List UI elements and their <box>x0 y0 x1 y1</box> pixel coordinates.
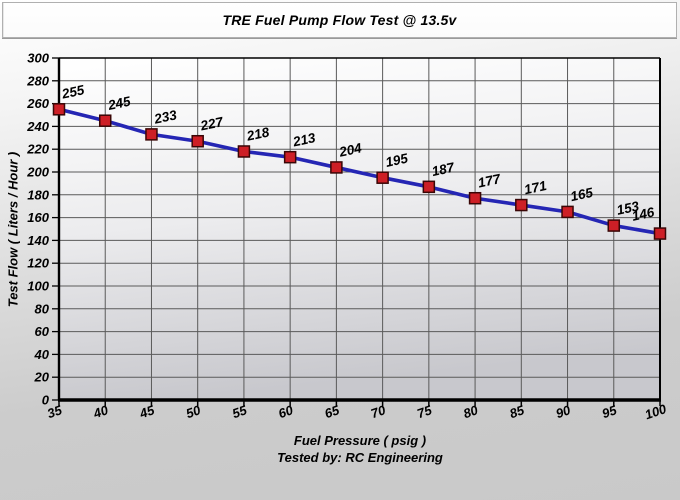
x-tick-label: 40 <box>91 402 111 421</box>
data-point-marker <box>561 205 574 219</box>
data-point-label: 245 <box>106 94 133 114</box>
y-tick-label: 280 <box>26 73 49 88</box>
chart-footer: Tested by: RC Engineering <box>277 450 443 465</box>
data-point-label: 187 <box>430 159 457 179</box>
y-tick-label: 300 <box>27 51 49 66</box>
data-point-marker <box>98 114 112 127</box>
y-tick-label: 140 <box>27 233 49 248</box>
data-point-marker <box>191 134 204 148</box>
y-tick-label: 220 <box>26 142 49 157</box>
chart-title: TRE Fuel Pump Flow Test @ 13.5v <box>222 12 457 28</box>
y-tick-label: 20 <box>34 370 50 385</box>
x-tick-label: 100 <box>643 401 669 422</box>
data-point-label: 171 <box>523 178 548 197</box>
x-tick-label: 95 <box>600 402 619 421</box>
y-tick-label: 80 <box>35 301 50 316</box>
data-point-label: 255 <box>60 82 87 102</box>
data-point-marker <box>330 161 343 174</box>
x-tick-label: 45 <box>137 402 157 421</box>
x-tick-label: 50 <box>184 402 203 421</box>
data-point-label: 195 <box>384 151 410 170</box>
y-axis-title: Test Flow ( Liters / Hour ) <box>5 151 21 308</box>
data-point-marker <box>422 180 436 194</box>
data-point-label: 153 <box>615 198 641 217</box>
data-point-marker <box>283 150 297 164</box>
data-point-label: 218 <box>244 124 271 144</box>
x-tick-label: 55 <box>230 402 249 421</box>
data-point-label: 213 <box>291 130 318 150</box>
series-line <box>57 107 662 236</box>
y-tick-label: 60 <box>35 324 50 339</box>
data-point-marker <box>145 128 158 141</box>
y-tick-label: 100 <box>27 279 49 294</box>
data-point-marker <box>52 103 66 116</box>
x-tick-label: 85 <box>508 402 527 421</box>
x-tick-label: 75 <box>415 402 434 421</box>
x-tick-label: 65 <box>323 402 342 421</box>
x-tick-label: 35 <box>45 402 64 421</box>
y-tick-label: 260 <box>26 96 49 111</box>
data-point-marker <box>653 227 667 240</box>
y-tick-label: 240 <box>26 119 49 134</box>
x-axis-title: Fuel Pressure ( psig ) <box>293 433 427 448</box>
data-point-marker <box>607 219 621 232</box>
data-point-marker <box>376 171 389 184</box>
y-tick-label: 120 <box>27 256 49 271</box>
plot-background <box>59 58 660 400</box>
data-point-label: 233 <box>152 107 179 127</box>
y-tick-label: 180 <box>27 187 49 202</box>
data-point-marker <box>468 191 482 205</box>
y-tick-label: 0 <box>42 393 50 408</box>
x-tick-label: 80 <box>461 402 480 421</box>
y-tick-label: 200 <box>26 165 49 180</box>
y-tick-label: 40 <box>34 347 50 362</box>
y-tick-label: 160 <box>27 210 49 225</box>
x-tick-label: 90 <box>554 402 573 421</box>
data-point-label: 204 <box>337 140 364 160</box>
data-point-label: 146 <box>630 204 656 223</box>
x-tick-label: 70 <box>369 402 388 421</box>
data-point-marker <box>237 145 251 158</box>
data-point-label: 165 <box>569 185 595 204</box>
data-point-label: 227 <box>198 114 226 134</box>
chart-title-bar: TRE Fuel Pump Flow Test @ 13.5v <box>2 2 677 38</box>
data-point-marker <box>515 198 528 212</box>
data-point-label: 177 <box>477 171 504 191</box>
x-tick-label: 60 <box>276 402 295 421</box>
